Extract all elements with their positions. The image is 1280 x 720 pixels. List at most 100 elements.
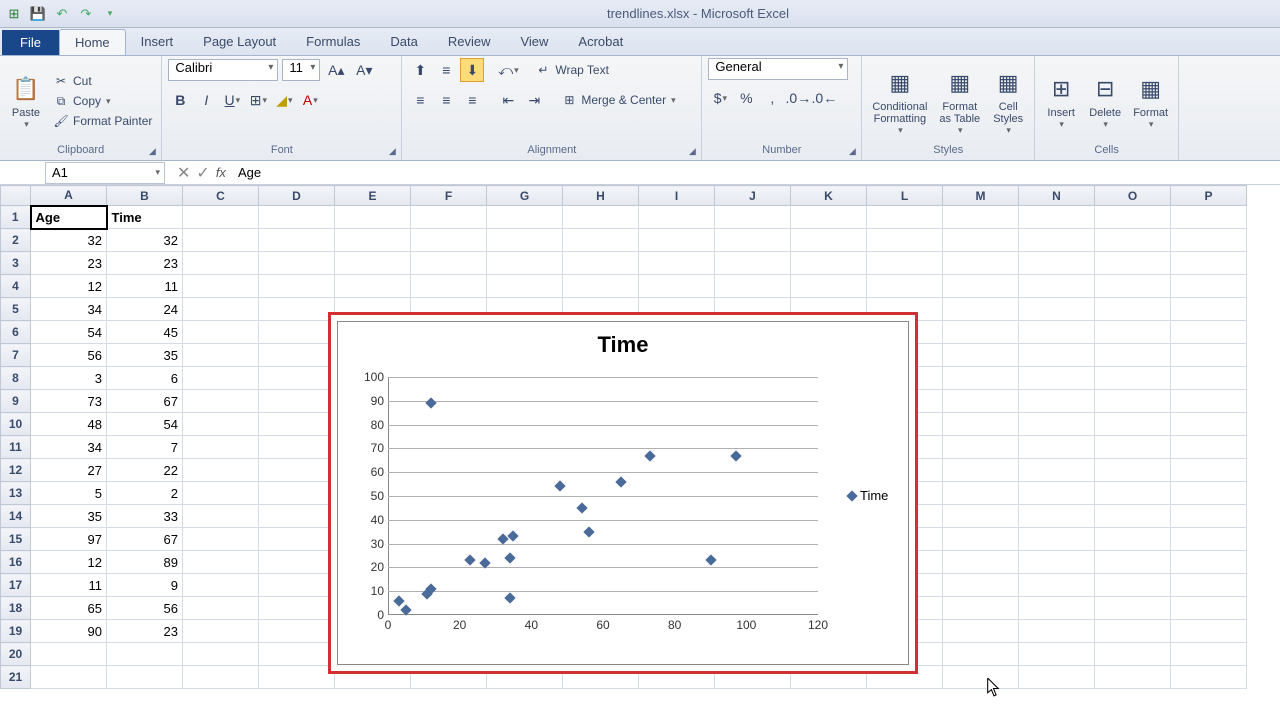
cell-F3[interactable] (411, 252, 487, 275)
cell-D9[interactable] (259, 390, 335, 413)
cell-N9[interactable] (1019, 390, 1095, 413)
decrease-decimal-button[interactable]: .0← (812, 86, 836, 110)
format-painter-button[interactable]: 🖌Format Painter (50, 112, 155, 130)
italic-button[interactable]: I (194, 88, 218, 112)
cell-P2[interactable] (1171, 229, 1247, 252)
cell-M21[interactable] (943, 666, 1019, 689)
cell-E4[interactable] (335, 275, 411, 298)
cell-P5[interactable] (1171, 298, 1247, 321)
cell-K4[interactable] (791, 275, 867, 298)
row-head-14[interactable]: 14 (1, 505, 31, 528)
data-point[interactable] (705, 555, 716, 566)
cell-E2[interactable] (335, 229, 411, 252)
cell-C21[interactable] (183, 666, 259, 689)
cell-B18[interactable]: 56 (107, 597, 183, 620)
row-head-20[interactable]: 20 (1, 643, 31, 666)
data-point[interactable] (508, 531, 519, 542)
data-point[interactable] (730, 450, 741, 461)
plot-area[interactable]: 0102030405060708090100020406080100120 (388, 377, 818, 615)
cell-C10[interactable] (183, 413, 259, 436)
cell-P10[interactable] (1171, 413, 1247, 436)
cell-M3[interactable] (943, 252, 1019, 275)
col-head-I[interactable]: I (639, 186, 715, 206)
tab-insert[interactable]: Insert (126, 29, 189, 55)
increase-decimal-button[interactable]: .0→ (786, 86, 810, 110)
cell-L3[interactable] (867, 252, 943, 275)
col-head-D[interactable]: D (259, 186, 335, 206)
cell-O1[interactable] (1095, 206, 1171, 229)
cell-O8[interactable] (1095, 367, 1171, 390)
cell-B19[interactable]: 23 (107, 620, 183, 643)
data-point[interactable] (615, 476, 626, 487)
format-cells-button[interactable]: ▦Format▾ (1129, 71, 1172, 132)
border-button[interactable]: ⊞▾ (246, 88, 270, 112)
row-head-8[interactable]: 8 (1, 367, 31, 390)
col-head-O[interactable]: O (1095, 186, 1171, 206)
cell-N17[interactable] (1019, 574, 1095, 597)
cell-A17[interactable]: 11 (31, 574, 107, 597)
tab-acrobat[interactable]: Acrobat (563, 29, 638, 55)
cut-button[interactable]: ✂Cut (50, 72, 155, 90)
row-head-10[interactable]: 10 (1, 413, 31, 436)
formula-input[interactable]: Age (232, 163, 1280, 182)
indent-increase-button[interactable]: ⇥ (522, 88, 546, 112)
cell-N15[interactable] (1019, 528, 1095, 551)
cell-O7[interactable] (1095, 344, 1171, 367)
paste-button[interactable]: 📋 Paste ▾ (6, 71, 46, 132)
cell-B15[interactable]: 67 (107, 528, 183, 551)
cell-O18[interactable] (1095, 597, 1171, 620)
cell-G3[interactable] (487, 252, 563, 275)
chart-legend[interactable]: Time (848, 488, 888, 503)
cell-N10[interactable] (1019, 413, 1095, 436)
cell-C3[interactable] (183, 252, 259, 275)
cell-O15[interactable] (1095, 528, 1171, 551)
fx-button[interactable]: fx (216, 165, 226, 180)
cell-N21[interactable] (1019, 666, 1095, 689)
cell-N4[interactable] (1019, 275, 1095, 298)
cell-A18[interactable]: 65 (31, 597, 107, 620)
cell-H4[interactable] (563, 275, 639, 298)
cell-N8[interactable] (1019, 367, 1095, 390)
bold-button[interactable]: B (168, 88, 192, 112)
cell-N12[interactable] (1019, 459, 1095, 482)
cell-B20[interactable] (107, 643, 183, 666)
cell-D3[interactable] (259, 252, 335, 275)
tab-data[interactable]: Data (375, 29, 432, 55)
row-head-11[interactable]: 11 (1, 436, 31, 459)
cell-M18[interactable] (943, 597, 1019, 620)
cell-A3[interactable]: 23 (31, 252, 107, 275)
alignment-launcher[interactable]: ◢ (685, 144, 699, 158)
cell-N18[interactable] (1019, 597, 1095, 620)
cell-M8[interactable] (943, 367, 1019, 390)
qat-dropdown-icon[interactable]: ▾ (100, 4, 120, 24)
cell-O20[interactable] (1095, 643, 1171, 666)
row-head-19[interactable]: 19 (1, 620, 31, 643)
cell-D10[interactable] (259, 413, 335, 436)
align-right-button[interactable]: ≡ (460, 88, 484, 112)
tab-page-layout[interactable]: Page Layout (188, 29, 291, 55)
format-as-table-button[interactable]: ▦Format as Table▾ (935, 65, 984, 138)
col-head-C[interactable]: C (183, 186, 259, 206)
cell-P4[interactable] (1171, 275, 1247, 298)
cell-N11[interactable] (1019, 436, 1095, 459)
row-head-12[interactable]: 12 (1, 459, 31, 482)
cell-O6[interactable] (1095, 321, 1171, 344)
cell-O21[interactable] (1095, 666, 1171, 689)
cell-A12[interactable]: 27 (31, 459, 107, 482)
cell-N19[interactable] (1019, 620, 1095, 643)
cell-B14[interactable]: 33 (107, 505, 183, 528)
cell-P3[interactable] (1171, 252, 1247, 275)
cell-B12[interactable]: 22 (107, 459, 183, 482)
number-format-combo[interactable]: General (708, 58, 848, 80)
cell-P21[interactable] (1171, 666, 1247, 689)
cell-B11[interactable]: 7 (107, 436, 183, 459)
cell-N13[interactable] (1019, 482, 1095, 505)
cell-C8[interactable] (183, 367, 259, 390)
cell-A13[interactable]: 5 (31, 482, 107, 505)
cell-E1[interactable] (335, 206, 411, 229)
insert-cells-button[interactable]: ⊞Insert▾ (1041, 71, 1081, 132)
cell-K3[interactable] (791, 252, 867, 275)
cell-B21[interactable] (107, 666, 183, 689)
cell-C12[interactable] (183, 459, 259, 482)
tab-formulas[interactable]: Formulas (291, 29, 375, 55)
